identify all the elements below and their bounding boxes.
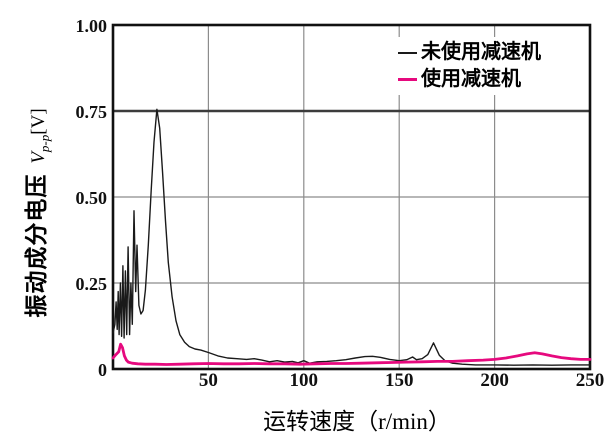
x-tick-label-200: 200 — [480, 370, 509, 391]
legend-label: 未使用减速机 — [421, 41, 541, 63]
legend: 未使用减速机 使用减速机 — [398, 37, 588, 95]
y-tick-label-1.00: 1.00 — [75, 16, 108, 36]
legend-item-without-reducer: 未使用减速机 — [398, 41, 588, 64]
x-tick-label-100: 100 — [289, 370, 319, 391]
x-tick-label-50: 50 — [198, 370, 218, 391]
y-axis-title-text: 振动成分电压 — [24, 173, 49, 318]
y-axis-unit-symbol: V — [28, 152, 49, 164]
legend-line-swatch-black — [398, 51, 417, 54]
legend-item-with-reducer: 使用减速机 — [398, 68, 588, 91]
y-tick-label-0.50: 0.50 — [75, 188, 108, 208]
y-axis-unit: Vp-p[V] — [28, 108, 52, 164]
y-tick-label-0.75: 0.75 — [75, 102, 108, 122]
x-tick-label-150: 150 — [384, 370, 414, 391]
y-axis-title: 振动成分电压 Vp-p[V] — [17, 42, 52, 384]
series-line-without-reducer — [112, 108, 591, 366]
legend-label: 使用减速机 — [421, 68, 521, 90]
series-line-with-reducer — [111, 342, 592, 366]
x-tick-label-250: 250 — [575, 370, 605, 391]
y-axis-unit-bracket: [V] — [28, 108, 49, 135]
plot-frame — [111, 23, 592, 371]
y-axis-unit-subscript: p-p — [36, 134, 52, 153]
y-tick-label-0.25: 0.25 — [75, 274, 108, 294]
y-tick-label-0: 0 — [98, 360, 107, 380]
legend-line-swatch-magenta — [398, 78, 417, 81]
x-axis-title: 运转速度（r/min） — [263, 409, 451, 432]
